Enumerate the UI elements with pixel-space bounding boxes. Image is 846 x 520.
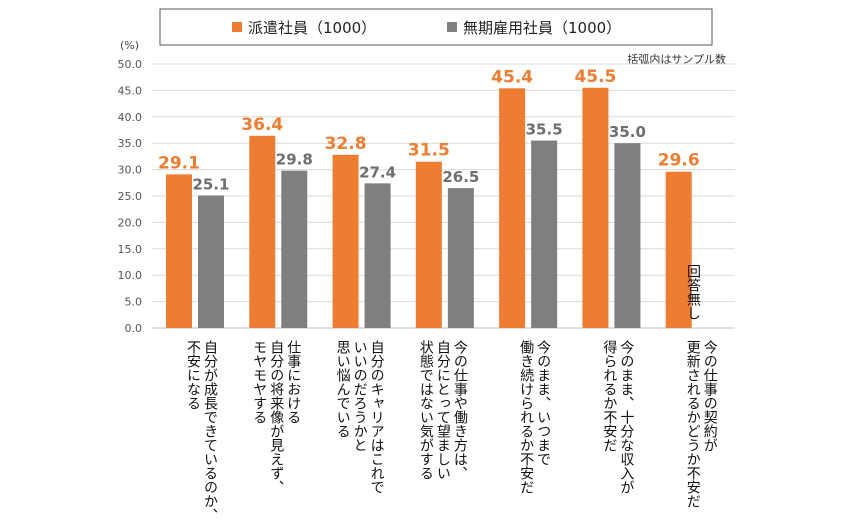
category-label-line: 自分にとって望ましい [435,340,451,480]
bar-series-b [281,170,308,328]
y-tick-label: 5.0 [125,296,143,309]
y-tick-label: 35.0 [118,137,143,150]
data-label-series-b: 35.0 [609,123,646,141]
y-tick-label: 20.0 [118,216,143,229]
bar-series-a [166,174,192,328]
y-tick-label: 30.0 [118,164,143,177]
category-label-line: 状態ではない気がする [418,340,434,480]
y-tick-label: 40.0 [118,111,143,124]
y-tick-label: 25.0 [118,190,143,203]
y-tick-label: 45.0 [118,84,143,97]
bar-series-b [531,140,558,328]
category-label-line: いいのだろうかと [352,340,368,452]
bar-series-a [582,87,609,328]
category-label-line: 自分のキャリアはこれで [369,340,385,494]
category-label-line: 今の仕事や働き方は、 [452,340,468,480]
bar-series-a [499,88,526,329]
category-label-line: 更新されるかどうか不安だ [685,340,701,508]
category-label-line: 今のまま、いつまで [535,340,551,466]
bar-series-a [415,161,442,328]
data-label-series-a: 29.1 [158,153,200,173]
data-label-series-a: 31.5 [408,141,450,161]
category-label-line: モヤモヤする [251,340,267,424]
data-label-series-b: 29.8 [276,151,313,169]
bar-series-b [447,188,474,328]
legend-box [159,8,713,46]
sample-size-note: 括弧内はサンプル数 [627,52,726,66]
category-label-line: 仕事における [285,340,301,424]
category-label-line: 得られるか不安だ [601,339,617,452]
bar-series-b [614,143,641,328]
bar-series-a [332,154,359,328]
category-label-line: 今のまま、十分な収入が [618,340,634,494]
bar-series-a [249,135,276,328]
bar-series-a [665,171,692,328]
y-tick-label: 15.0 [118,243,143,256]
y-tick-label: 0.0 [125,322,143,335]
category-label-line: 不安になる [185,340,201,410]
data-label-series-a: 45.4 [491,67,533,87]
no-answer-annotation: 回答無し [685,264,701,320]
data-label-series-b: 26.5 [442,168,479,186]
legend-swatch-series-b [447,22,457,32]
category-label-line: 今の仕事の契約が [702,340,718,452]
data-label-series-b: 25.1 [192,175,229,193]
legend-swatch-series-a [232,22,242,32]
category-label-line: 働き続けられるか不安だ [518,340,534,494]
y-axis-unit: (%) [120,39,139,52]
data-label-series-b: 27.4 [359,163,396,181]
data-label-series-a: 29.6 [658,151,700,171]
data-label-series-b: 35.5 [526,121,563,139]
category-label-line: 自分の将来像が見えず、 [268,340,284,494]
y-tick-label: 10.0 [118,269,143,282]
legend-label-series-a: 派遣社員（1000） [248,19,376,37]
data-label-series-a: 45.5 [574,67,616,87]
legend-label-series-b: 無期雇用社員（1000） [463,19,621,37]
category-label-line: 思い悩んでいる [335,340,351,438]
data-label-series-a: 32.8 [325,134,367,154]
data-label-series-a: 36.4 [241,115,283,135]
bar-series-b [198,195,224,328]
category-label-line: 自分が成長できているのか、 [202,340,218,520]
bar-series-b [364,183,391,328]
y-tick-label: 50.0 [118,58,143,71]
